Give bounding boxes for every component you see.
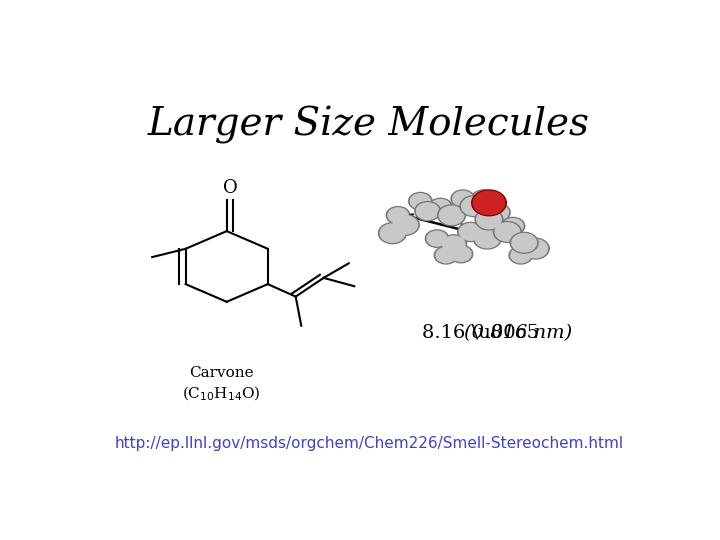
Circle shape xyxy=(428,198,452,216)
Circle shape xyxy=(453,191,473,206)
Circle shape xyxy=(472,190,506,216)
Circle shape xyxy=(441,235,467,254)
Circle shape xyxy=(436,248,456,263)
Circle shape xyxy=(451,190,474,207)
Circle shape xyxy=(426,230,449,247)
Circle shape xyxy=(434,246,458,264)
Text: 8.16 \u00c5: 8.16 \u00c5 xyxy=(422,324,545,342)
Circle shape xyxy=(493,221,521,242)
Circle shape xyxy=(449,245,473,263)
Circle shape xyxy=(415,201,441,221)
Text: Carvone: Carvone xyxy=(189,366,253,380)
Text: (C$_{10}$H$_{14}$O): (C$_{10}$H$_{14}$O) xyxy=(182,385,261,403)
Circle shape xyxy=(379,223,406,244)
Circle shape xyxy=(523,239,548,258)
Circle shape xyxy=(460,196,488,217)
Circle shape xyxy=(410,194,431,208)
Circle shape xyxy=(521,238,549,259)
Circle shape xyxy=(510,248,531,263)
Circle shape xyxy=(388,208,408,223)
Circle shape xyxy=(431,199,451,214)
Circle shape xyxy=(477,210,501,228)
Circle shape xyxy=(473,191,493,206)
Circle shape xyxy=(475,230,500,248)
Circle shape xyxy=(438,205,466,226)
Circle shape xyxy=(512,234,536,252)
Circle shape xyxy=(475,209,503,230)
Text: O: O xyxy=(222,179,238,197)
Circle shape xyxy=(427,231,447,246)
Circle shape xyxy=(501,218,525,235)
Circle shape xyxy=(488,205,508,220)
Circle shape xyxy=(451,246,471,261)
Circle shape xyxy=(380,224,405,242)
Circle shape xyxy=(509,246,533,264)
Circle shape xyxy=(462,197,486,215)
Circle shape xyxy=(487,204,510,221)
Circle shape xyxy=(472,190,495,207)
Text: http://ep.llnl.gov/msds/orgchem/Chem226/Smell-Stereochem.html: http://ep.llnl.gov/msds/orgchem/Chem226/… xyxy=(114,436,624,451)
Circle shape xyxy=(473,191,505,214)
Circle shape xyxy=(458,222,483,241)
Text: Larger Size Molecules: Larger Size Molecules xyxy=(148,106,590,144)
Circle shape xyxy=(443,236,465,253)
Circle shape xyxy=(495,223,520,241)
Circle shape xyxy=(503,219,523,234)
Circle shape xyxy=(473,228,501,249)
Text: (0.816 nm): (0.816 nm) xyxy=(464,324,572,342)
Circle shape xyxy=(416,203,438,219)
Circle shape xyxy=(409,192,432,210)
Circle shape xyxy=(510,232,538,253)
Circle shape xyxy=(392,214,419,235)
Circle shape xyxy=(393,216,418,234)
Circle shape xyxy=(459,224,482,240)
Circle shape xyxy=(387,207,410,224)
Circle shape xyxy=(439,206,464,225)
